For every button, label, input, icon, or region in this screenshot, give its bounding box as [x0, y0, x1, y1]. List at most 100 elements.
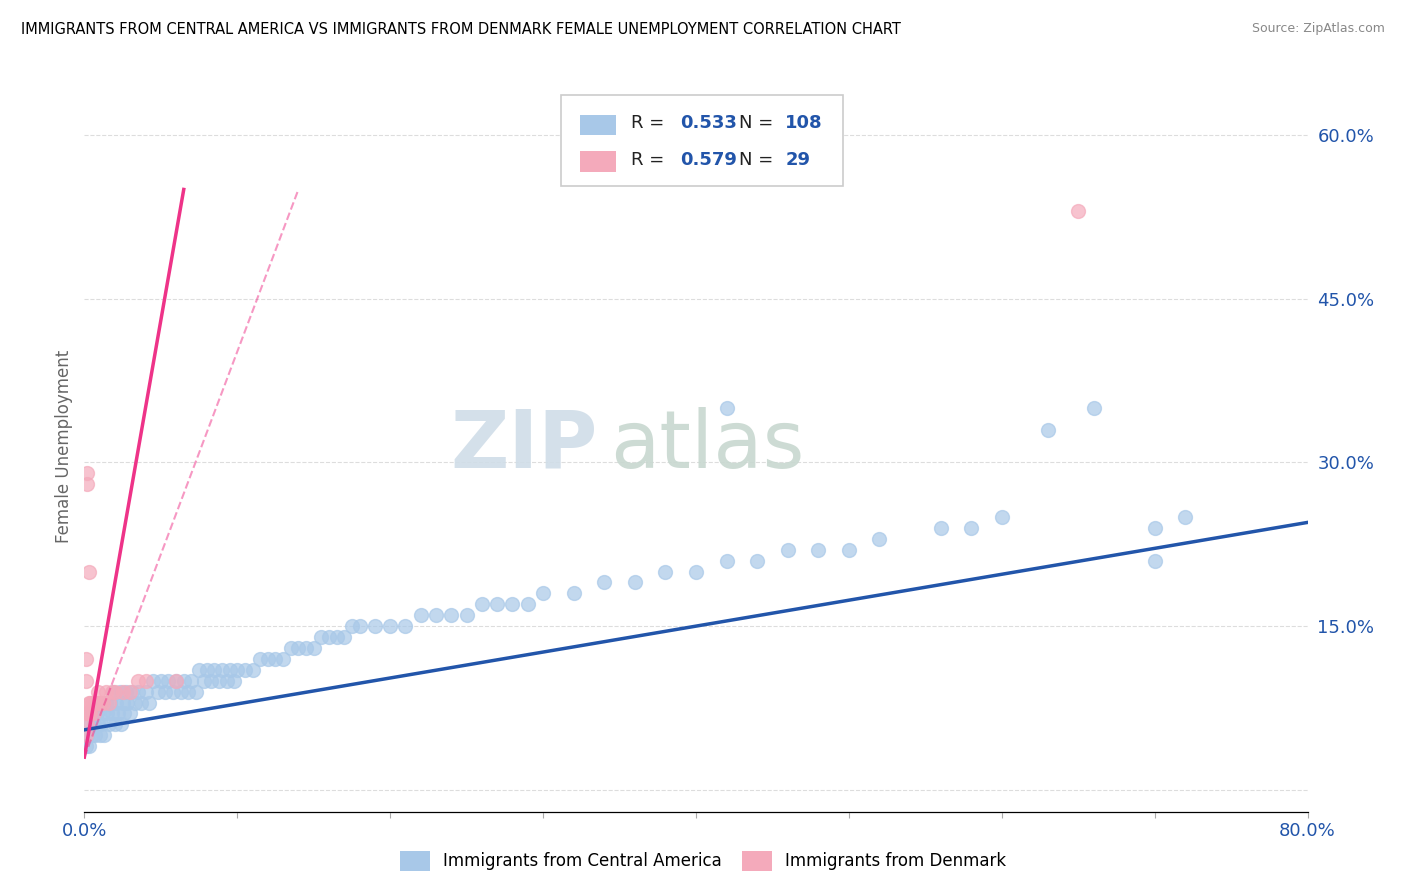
Point: [869, 532, 891, 546]
Point: [165, 673, 187, 688]
Point: [516, 597, 538, 611]
Point: [311, 630, 333, 644]
Point: [685, 565, 707, 579]
Point: [114, 684, 136, 698]
Text: ZIP: ZIP: [451, 407, 598, 485]
Point: [242, 663, 264, 677]
Point: [1036, 423, 1059, 437]
Point: [180, 673, 202, 688]
Point: [124, 696, 146, 710]
Point: [302, 640, 325, 655]
Text: 29: 29: [786, 151, 810, 169]
Point: [115, 696, 138, 710]
Point: [93, 728, 115, 742]
Point: [127, 673, 149, 688]
Point: [295, 640, 318, 655]
Point: [90, 717, 112, 731]
FancyBboxPatch shape: [561, 95, 842, 186]
Point: [149, 673, 172, 688]
Point: [80, 706, 103, 721]
Y-axis label: Female Unemployment: Female Unemployment: [55, 350, 73, 542]
Point: [1143, 554, 1166, 568]
Point: [960, 521, 983, 535]
Text: IMMIGRANTS FROM CENTRAL AMERICA VS IMMIGRANTS FROM DENMARK FEMALE UNEMPLOYMENT C: IMMIGRANTS FROM CENTRAL AMERICA VS IMMIG…: [21, 22, 901, 37]
Point: [929, 521, 952, 535]
Point: [101, 684, 124, 698]
Point: [215, 673, 238, 688]
Point: [394, 619, 416, 633]
Point: [76, 717, 98, 731]
Point: [135, 673, 157, 688]
Point: [111, 684, 134, 698]
Point: [162, 684, 184, 698]
Point: [79, 717, 101, 731]
Point: [89, 696, 111, 710]
Point: [87, 717, 110, 731]
Point: [101, 706, 124, 721]
Point: [364, 619, 387, 633]
Point: [991, 510, 1014, 524]
Legend: Immigrants from Central America, Immigrants from Denmark: Immigrants from Central America, Immigra…: [391, 842, 1015, 880]
Point: [79, 696, 101, 710]
Point: [120, 706, 142, 721]
Point: [104, 684, 127, 698]
Text: N =: N =: [738, 151, 773, 169]
Point: [1143, 521, 1166, 535]
Point: [87, 684, 110, 698]
Point: [76, 467, 98, 481]
Point: [112, 706, 135, 721]
Point: [654, 565, 676, 579]
Point: [224, 673, 246, 688]
Point: [593, 575, 616, 590]
Point: [531, 586, 554, 600]
Point: [318, 630, 340, 644]
Point: [76, 728, 98, 742]
Point: [195, 663, 218, 677]
Point: [380, 619, 402, 633]
Point: [624, 575, 647, 590]
Point: [97, 696, 120, 710]
Point: [96, 706, 118, 721]
Point: [249, 652, 271, 666]
Point: [83, 706, 105, 721]
Point: [184, 684, 207, 698]
Point: [349, 619, 371, 633]
Point: [84, 728, 107, 742]
Text: 108: 108: [786, 114, 823, 132]
Point: [120, 684, 142, 698]
Point: [80, 696, 103, 710]
Point: [142, 673, 165, 688]
Point: [108, 684, 131, 698]
Point: [838, 542, 860, 557]
Point: [177, 684, 200, 698]
Text: R =: R =: [631, 114, 665, 132]
Point: [98, 696, 121, 710]
Point: [333, 630, 356, 644]
Point: [77, 739, 100, 754]
Point: [107, 706, 129, 721]
Point: [105, 696, 128, 710]
Point: [1174, 510, 1197, 524]
Point: [211, 663, 233, 677]
Point: [807, 542, 830, 557]
Point: [91, 706, 114, 721]
Point: [200, 673, 222, 688]
Point: [76, 706, 98, 721]
Point: [287, 640, 309, 655]
Point: [188, 663, 211, 677]
Point: [75, 673, 97, 688]
Text: R =: R =: [631, 151, 665, 169]
Point: [226, 663, 249, 677]
Point: [280, 640, 302, 655]
Text: atlas: atlas: [610, 407, 804, 485]
Point: [111, 696, 134, 710]
Point: [233, 663, 256, 677]
Point: [157, 673, 180, 688]
Point: [110, 717, 132, 731]
Point: [97, 717, 120, 731]
Point: [562, 586, 585, 600]
Point: [456, 608, 478, 623]
Point: [409, 608, 432, 623]
Text: N =: N =: [738, 114, 773, 132]
Point: [716, 401, 738, 415]
